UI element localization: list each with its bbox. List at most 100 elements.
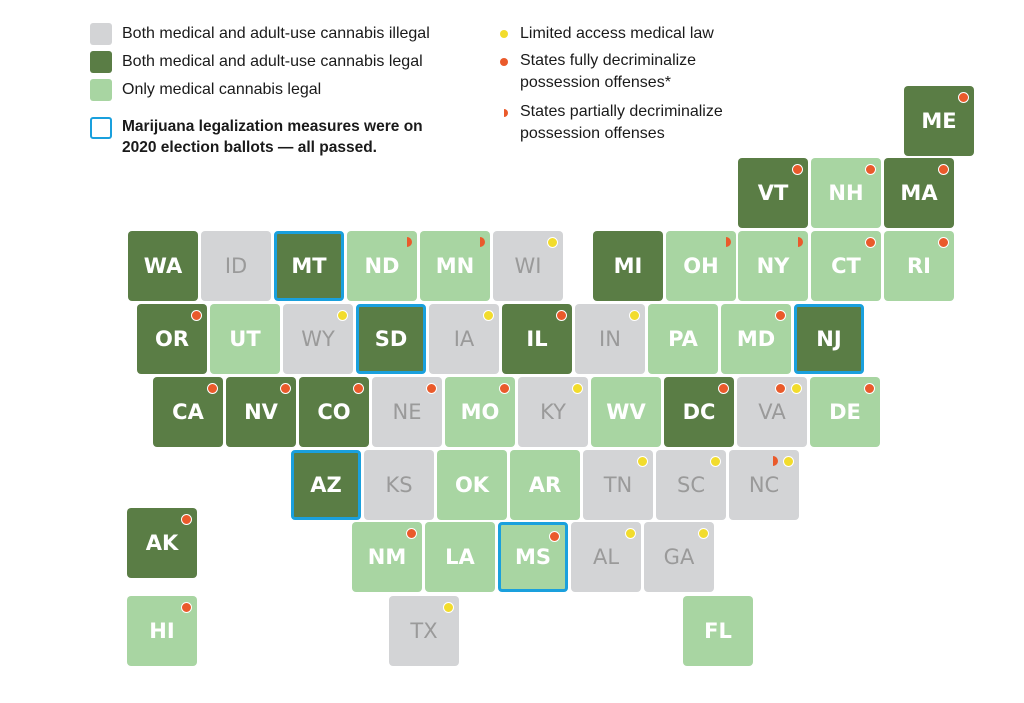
state-abbr: WI (514, 254, 542, 278)
full-decrim-dot-icon (426, 383, 437, 394)
state-abbr: NM (367, 545, 407, 569)
legend-label-ballot-line2: 2020 election ballots — all passed. (122, 139, 377, 156)
state-abbr: OH (683, 254, 719, 278)
full-decrim-dot-icon (958, 92, 969, 103)
state-abbr: NY (756, 254, 790, 278)
full-decrim-dot-icon (556, 310, 567, 321)
state-tile-nh: NH (811, 158, 881, 228)
full-decrim-dot-icon (938, 237, 949, 248)
full-decrim-dot-icon (938, 164, 949, 175)
state-tile-wa: WA (128, 231, 198, 301)
state-tile-dc: DC (664, 377, 734, 447)
state-tile-ks: KS (364, 450, 434, 520)
limited-dot-icon (637, 456, 648, 467)
limited-dot-icon (547, 237, 558, 248)
legend-item-full-decrim: States fully decriminalize possession of… (500, 50, 696, 94)
state-abbr: WV (606, 400, 646, 424)
state-abbr: ID (224, 254, 248, 278)
state-tile-tx: TX (389, 596, 459, 666)
state-tile-id: ID (201, 231, 271, 301)
state-abbr: IN (599, 327, 621, 351)
state-tile-fl: FL (683, 596, 753, 666)
state-tile-nj: NJ (794, 304, 864, 374)
full-decrim-dot-icon (864, 383, 875, 394)
legend-swatch-ballot (90, 117, 112, 139)
state-abbr: VT (757, 181, 789, 205)
state-tile-ne: NE (372, 377, 442, 447)
state-abbr: RI (907, 254, 931, 278)
state-abbr: OK (454, 473, 490, 497)
state-tile-il: IL (502, 304, 572, 374)
state-tile-ok: OK (437, 450, 507, 520)
full-decrim-dot-icon (775, 310, 786, 321)
limited-dot-icon (443, 602, 454, 613)
state-abbr: GA (663, 545, 695, 569)
legend-item-legal: Both medical and adult-use cannabis lega… (90, 51, 423, 73)
limited-dot-icon (500, 30, 508, 38)
state-abbr: OR (154, 327, 190, 351)
legend-label-medical: Only medical cannabis legal (122, 81, 322, 98)
state-tile-wv: WV (591, 377, 661, 447)
full-decrim-dot-icon (406, 528, 417, 539)
state-tile-mn: MN (420, 231, 490, 301)
state-tile-sc: SC (656, 450, 726, 520)
legend-item-ballot: Marijuana legalization measures were on … (90, 116, 423, 158)
state-tile-ma: MA (884, 158, 954, 228)
legend-item-medical: Only medical cannabis legal (90, 79, 321, 101)
full-decrim-dot-icon (549, 531, 560, 542)
state-tile-in: IN (575, 304, 645, 374)
partial-decrim-half-dot-icon (798, 237, 803, 247)
limited-dot-icon (791, 383, 802, 394)
state-abbr: AZ (310, 473, 342, 497)
state-abbr: KY (540, 400, 566, 424)
state-abbr: ME (921, 109, 957, 133)
partial-decrim-half-dot-icon: .half-sw::before{background:#ea5a2b;} (500, 109, 508, 117)
state-abbr: UT (229, 327, 261, 351)
state-tile-de: DE (810, 377, 880, 447)
state-tile-la: LA (425, 522, 495, 592)
state-abbr: NE (392, 400, 422, 424)
state-tile-ca: CA (153, 377, 223, 447)
state-abbr: AR (528, 473, 562, 497)
legend-label-illegal: Both medical and adult-use cannabis ille… (122, 25, 430, 42)
state-abbr: SC (677, 473, 705, 497)
full-decrim-dot-icon (207, 383, 218, 394)
full-decrim-dot-icon (280, 383, 291, 394)
state-abbr: MT (291, 254, 327, 278)
state-abbr: TX (410, 619, 438, 643)
full-decrim-dot-icon (181, 514, 192, 525)
limited-dot-icon (483, 310, 494, 321)
state-tile-ga: GA (644, 522, 714, 592)
state-abbr: SD (374, 327, 408, 351)
state-tile-az: AZ (291, 450, 361, 520)
state-tile-mi: MI (593, 231, 663, 301)
state-abbr: KS (385, 473, 413, 497)
limited-dot-icon (783, 456, 794, 467)
full-decrim-dot-icon (499, 383, 510, 394)
state-abbr: PA (668, 327, 698, 351)
legend-swatch-legal (90, 51, 112, 73)
state-tile-co: CO (299, 377, 369, 447)
limited-dot-icon (629, 310, 640, 321)
state-tile-sd: SD (356, 304, 426, 374)
state-abbr: TN (603, 473, 633, 497)
state-tile-ct: CT (811, 231, 881, 301)
legend-label-full-line2: possession offenses* (520, 74, 671, 91)
state-tile-ms: MS (498, 522, 568, 592)
state-abbr: LA (445, 545, 475, 569)
state-abbr: DE (829, 400, 861, 424)
state-abbr: IA (453, 327, 475, 351)
full-decrim-dot-icon (792, 164, 803, 175)
limited-dot-icon (572, 383, 583, 394)
state-abbr: ND (364, 254, 400, 278)
state-tile-or: OR (137, 304, 207, 374)
state-abbr: NC (748, 473, 780, 497)
state-abbr: MS (514, 545, 552, 569)
legend-label-full-line1: States fully decriminalize (520, 52, 697, 69)
full-decrim-dot-icon (500, 58, 508, 66)
state-tile-wy: WY (283, 304, 353, 374)
full-decrim-dot-icon (775, 383, 786, 394)
state-tile-va: VA (737, 377, 807, 447)
legend-item-illegal: Both medical and adult-use cannabis ille… (90, 23, 430, 45)
full-decrim-dot-icon (353, 383, 364, 394)
